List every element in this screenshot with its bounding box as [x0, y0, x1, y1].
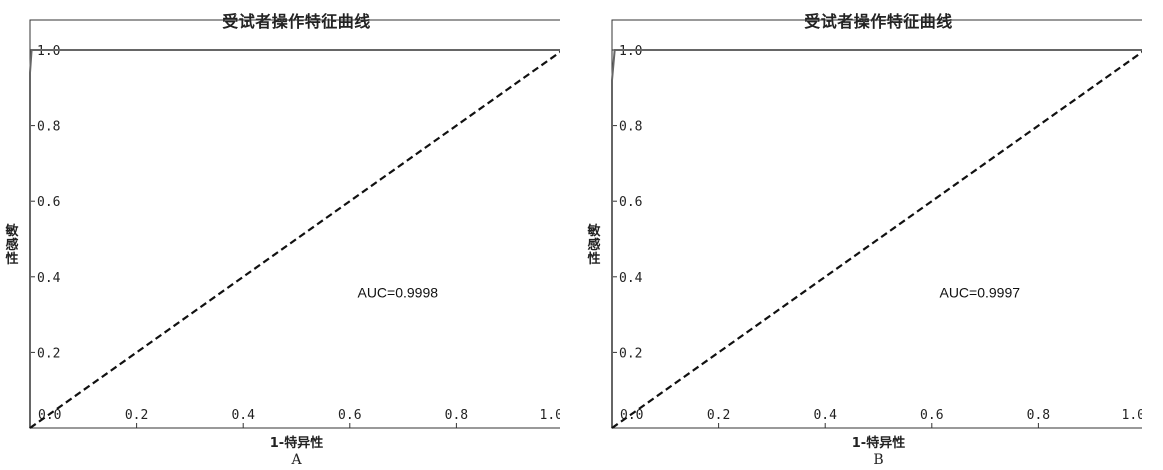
x-tick-label: 0.8 [1027, 408, 1050, 423]
chart-title: 受试者操作特征曲线 [222, 12, 371, 31]
roc-curve-line [611, 49, 1142, 428]
reference-diagonal-line [611, 50, 1142, 429]
y-tick-label: 0.8 [37, 120, 60, 135]
y-tick-label: 0.2 [37, 346, 60, 361]
x-tick-label: 0.6 [338, 408, 361, 423]
auc-annotation: AUC=0.9998 [357, 285, 438, 301]
chart-title: 受试者操作特征曲线 [804, 12, 953, 31]
x-axis-label: 1-特异性 [851, 436, 906, 451]
plot-frame [29, 19, 560, 429]
y-tick-label: 0.4 [619, 271, 643, 286]
x-tick-label: 1.0 [1122, 408, 1142, 423]
panel-label: A [291, 452, 302, 468]
x-tick-label: 0.8 [445, 408, 468, 423]
y-tick-label: 0.6 [37, 195, 60, 210]
x-tick-label: 0.6 [920, 408, 943, 423]
x-tick-label: 0.4 [813, 408, 837, 423]
y-axis-label: 敏感性 [587, 224, 601, 267]
y-tick-label: 1.0 [37, 44, 60, 59]
plot-area: 0.20.40.60.81.00.0 0.2 0.4 0.6 0.8 1.0AUC=0.9… [611, 19, 1142, 429]
y-tick-label: 0.4 [37, 271, 61, 286]
panel-label: B [873, 452, 884, 468]
y-tick-label: 0.8 [619, 120, 642, 135]
x-tick-label: 0.2 [125, 408, 148, 423]
x-tick-label: 0.2 [707, 408, 730, 423]
y-tick-label: 1.0 [619, 44, 642, 59]
x-axis-label: 1-特异性 [269, 436, 324, 451]
roc-curve-line [29, 49, 560, 428]
y-tick-label: 0.6 [619, 195, 642, 210]
plot-frame [611, 19, 1142, 429]
auc-annotation: AUC=0.9997 [939, 285, 1020, 301]
plot-area: 0.20.40.60.81.00.0 0.2 0.4 0.6 0.8 1.0AUC=0.9… [29, 19, 560, 429]
roc-chart-b: 受试者操作特征曲线 敏感性 0.2 0.4 0.6 0.8 1.0 0.0 0.2 0.4 0.… [582, 0, 1142, 470]
x-tick-label: 1.0 [540, 408, 560, 423]
y-tick-label: 0.2 [619, 346, 642, 361]
roc-chart-a: 受试者操作特征曲线 敏感性 0.2 0.4 0.6 0.8 1.0 0.0 0.2 0.4 0.… [0, 0, 560, 470]
reference-diagonal-line [29, 50, 560, 429]
y-axis-label: 敏感性 [5, 224, 19, 267]
x-tick-label: 0.4 [231, 408, 255, 423]
